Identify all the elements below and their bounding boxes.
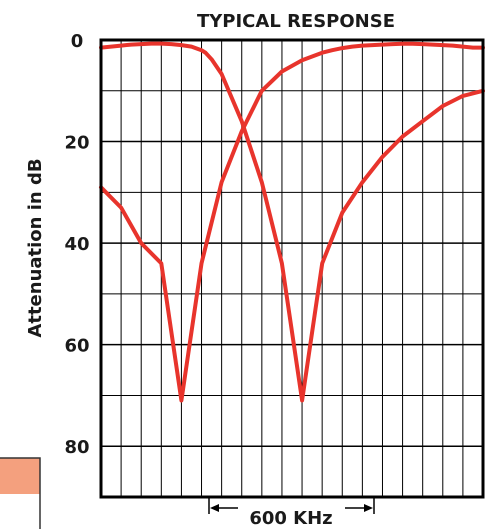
bandwidth-left-arrowhead [210, 504, 219, 512]
chart-grid [101, 40, 483, 497]
y-tick-label: 60 [64, 336, 89, 357]
response-curve-2 [99, 41, 485, 403]
y-axis-label: Attenuation in dB [25, 158, 46, 337]
bandwidth-label: 600 KHz [249, 508, 332, 529]
y-tick-label: 0 [71, 31, 84, 52]
swatch-border [0, 457, 41, 529]
y-tick-label: 20 [64, 133, 89, 154]
bandwidth-annotation: 600 KHz [208, 497, 375, 529]
y-tick-label: 40 [64, 234, 89, 255]
y-tick-labels: 0 20 40 60 80 [64, 31, 89, 458]
color-swatch [0, 458, 40, 494]
bandwidth-right-arrowhead [364, 504, 373, 512]
y-tick-label: 80 [64, 437, 89, 458]
plot-frame [99, 38, 485, 499]
chart-curves [99, 41, 485, 403]
response-curve-1 [99, 41, 485, 403]
chart-title: TYPICAL RESPONSE [197, 11, 395, 32]
